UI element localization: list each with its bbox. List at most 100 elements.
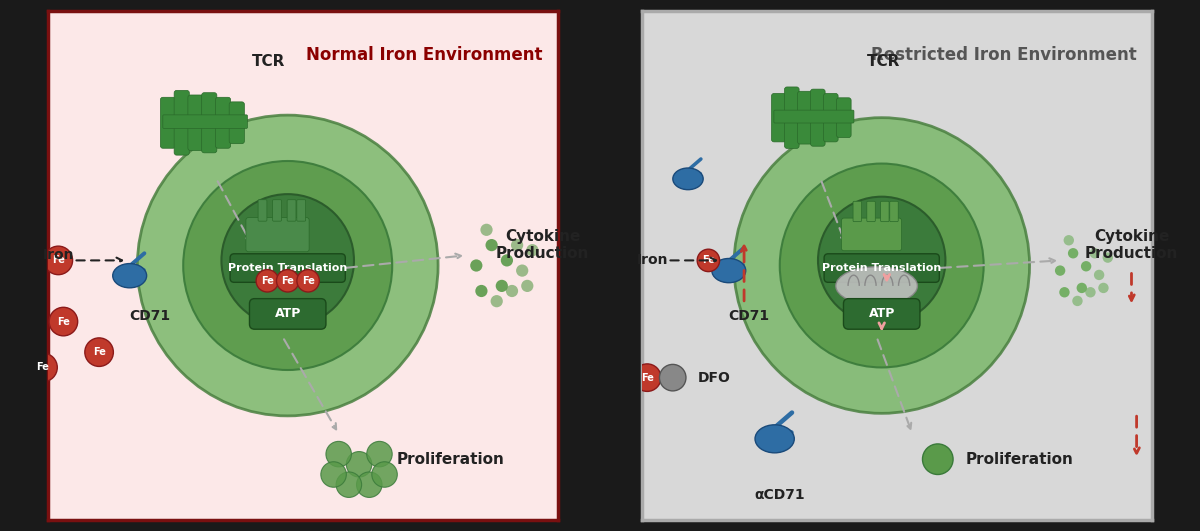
- Text: Fe: Fe: [92, 347, 106, 357]
- FancyBboxPatch shape: [174, 90, 190, 155]
- FancyBboxPatch shape: [188, 95, 203, 151]
- Circle shape: [697, 249, 720, 272]
- Circle shape: [137, 115, 438, 416]
- Ellipse shape: [836, 267, 917, 305]
- Circle shape: [29, 353, 58, 382]
- Circle shape: [660, 364, 686, 391]
- Circle shape: [1090, 248, 1100, 259]
- Circle shape: [516, 264, 528, 277]
- Circle shape: [356, 472, 382, 498]
- Circle shape: [256, 270, 278, 292]
- Text: Fe: Fe: [56, 316, 70, 327]
- FancyBboxPatch shape: [246, 218, 310, 252]
- Circle shape: [367, 441, 392, 467]
- Ellipse shape: [673, 168, 703, 190]
- Circle shape: [1055, 266, 1066, 276]
- Circle shape: [511, 239, 523, 251]
- Text: αCD71: αCD71: [755, 488, 805, 502]
- Circle shape: [1085, 287, 1096, 297]
- Circle shape: [336, 472, 361, 498]
- Circle shape: [480, 224, 493, 236]
- FancyBboxPatch shape: [866, 201, 875, 221]
- Text: Cytokine
Production: Cytokine Production: [1085, 229, 1178, 261]
- FancyBboxPatch shape: [824, 254, 940, 282]
- Circle shape: [486, 239, 498, 251]
- FancyBboxPatch shape: [810, 89, 826, 146]
- FancyBboxPatch shape: [272, 200, 282, 221]
- FancyBboxPatch shape: [841, 218, 901, 251]
- Circle shape: [1103, 252, 1112, 263]
- Text: Protein Translation: Protein Translation: [822, 263, 941, 273]
- Circle shape: [1063, 235, 1074, 245]
- FancyBboxPatch shape: [202, 93, 217, 153]
- Circle shape: [184, 161, 392, 370]
- Text: Fe: Fe: [260, 276, 274, 286]
- FancyArrowPatch shape: [731, 248, 744, 259]
- FancyBboxPatch shape: [785, 87, 799, 148]
- Text: TCR: TCR: [252, 54, 286, 69]
- Text: Proliferation: Proliferation: [966, 452, 1073, 467]
- Circle shape: [276, 270, 299, 292]
- FancyBboxPatch shape: [889, 201, 899, 221]
- FancyBboxPatch shape: [774, 110, 854, 123]
- Circle shape: [1073, 296, 1082, 306]
- Circle shape: [780, 164, 984, 367]
- Circle shape: [470, 259, 482, 272]
- Circle shape: [222, 194, 354, 327]
- FancyBboxPatch shape: [853, 201, 862, 221]
- FancyArrowPatch shape: [776, 413, 792, 426]
- Circle shape: [521, 280, 534, 292]
- Circle shape: [1098, 282, 1109, 293]
- Circle shape: [527, 244, 539, 256]
- Text: CD71: CD71: [728, 310, 769, 323]
- FancyBboxPatch shape: [881, 201, 889, 221]
- FancyBboxPatch shape: [161, 97, 175, 148]
- Circle shape: [506, 285, 518, 297]
- FancyBboxPatch shape: [296, 200, 306, 221]
- Text: Fe: Fe: [301, 276, 314, 286]
- FancyBboxPatch shape: [823, 93, 838, 142]
- Circle shape: [347, 451, 372, 477]
- Text: ATP: ATP: [869, 307, 895, 320]
- Circle shape: [1094, 270, 1104, 280]
- FancyBboxPatch shape: [216, 97, 230, 148]
- FancyArrowPatch shape: [132, 253, 144, 264]
- Ellipse shape: [712, 259, 745, 282]
- Text: Proliferation: Proliferation: [397, 452, 505, 467]
- FancyBboxPatch shape: [163, 115, 247, 129]
- Circle shape: [296, 270, 319, 292]
- Text: TCR: TCR: [866, 54, 900, 69]
- Circle shape: [475, 285, 487, 297]
- Text: Cytokine
Production: Cytokine Production: [496, 229, 589, 261]
- FancyBboxPatch shape: [772, 93, 786, 142]
- Text: DFO: DFO: [698, 371, 731, 384]
- FancyBboxPatch shape: [230, 254, 346, 282]
- Text: Protein Translation: Protein Translation: [228, 263, 347, 273]
- Circle shape: [49, 307, 78, 336]
- Text: CD71: CD71: [130, 310, 170, 323]
- Circle shape: [1068, 248, 1079, 259]
- Circle shape: [818, 196, 946, 324]
- Circle shape: [1060, 287, 1069, 297]
- Text: Fe: Fe: [52, 255, 65, 266]
- Circle shape: [500, 254, 514, 267]
- Circle shape: [634, 364, 661, 391]
- FancyArrowPatch shape: [132, 267, 144, 270]
- Circle shape: [1076, 282, 1087, 293]
- Ellipse shape: [755, 425, 794, 453]
- Circle shape: [734, 118, 1030, 413]
- Text: Fe: Fe: [702, 255, 715, 266]
- FancyBboxPatch shape: [844, 298, 920, 329]
- FancyBboxPatch shape: [229, 102, 245, 144]
- Circle shape: [320, 462, 347, 487]
- Text: Fe: Fe: [641, 373, 654, 383]
- FancyArrowPatch shape: [690, 159, 701, 168]
- Text: Fe: Fe: [36, 363, 49, 372]
- Circle shape: [44, 246, 72, 275]
- Circle shape: [326, 441, 352, 467]
- Text: Iron: Iron: [637, 253, 668, 268]
- Text: Restricted Iron Environment: Restricted Iron Environment: [871, 46, 1136, 64]
- FancyArrowPatch shape: [732, 262, 743, 265]
- Circle shape: [1081, 261, 1091, 271]
- FancyBboxPatch shape: [287, 200, 296, 221]
